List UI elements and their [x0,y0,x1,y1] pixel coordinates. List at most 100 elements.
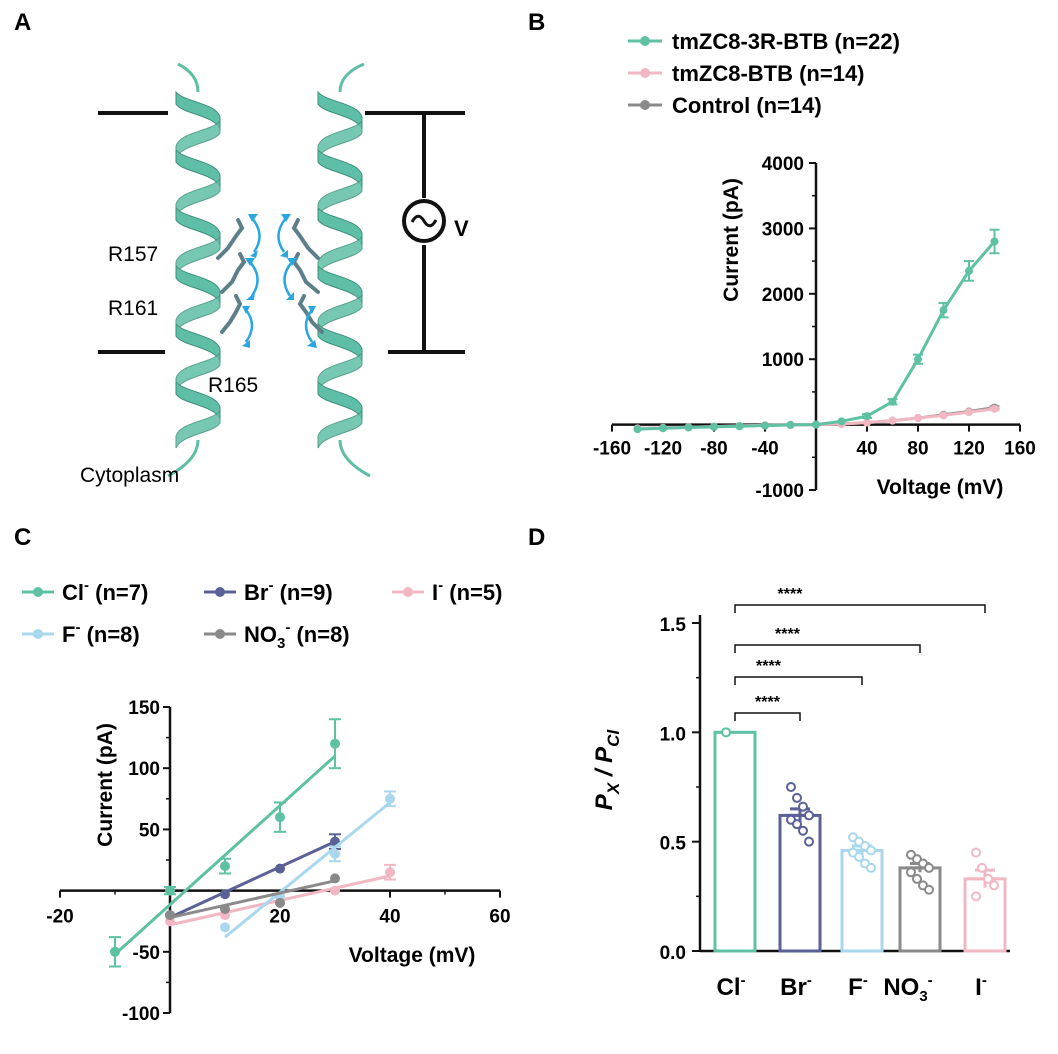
helix-tail [338,62,365,93]
data-point [792,792,802,803]
significance-label: **** [775,626,801,643]
data-point [939,306,948,315]
category-label-1-sup: - [807,972,812,989]
x-axis-label: Voltage (mV) [349,944,476,967]
legend-label-3: F- (n=8) [62,619,140,647]
data-point [965,266,973,275]
data-point [804,810,814,821]
category-label-4-base: I [975,974,982,1001]
x-axis-label: Voltage (mV) [877,476,1004,499]
legend-swatch-marker [215,629,225,639]
data-point [914,355,922,364]
data-point [110,946,120,957]
residue-label-r161: R161 [108,297,158,320]
data-point [633,425,642,434]
y-axis-label-sub1: X [604,781,623,795]
data-point [684,423,693,432]
y-tick-label: -1000 [755,481,804,502]
data-point [924,862,934,873]
data-point [735,422,744,431]
x-tick-label: 40 [856,439,877,460]
category-label-4: I- [975,972,987,1001]
x-tick-label: -120 [644,439,682,460]
legend-label-1-sup: - [268,577,273,594]
fit-line-1 [169,840,336,919]
arginine-side-chains-icon [216,218,324,334]
right-helix-icon [317,62,371,478]
data-point [983,873,993,884]
x-tick-label: 80 [907,439,928,460]
x-tick-label: -80 [700,439,727,460]
category-label-0-sup: - [741,972,746,989]
data-point [924,884,934,895]
x-tick-label: 20 [269,907,290,928]
helix-turn [175,322,221,362]
legend-label-2: I- (n=5) [432,577,502,605]
helix-turn [317,235,363,275]
panel-letter-a: A [14,9,31,36]
y-tick-label: 1.0 [660,724,686,745]
y-axis-label-sub2: Cl [604,729,623,747]
category-label-2: F- [848,972,868,1001]
category-label-0-base: Cl [717,974,741,1001]
y-axis-label: PX / PCl [591,729,623,811]
legend-label-4: NO3- (n=8) [244,619,350,652]
legend-label-3-sup: - [75,619,80,636]
data-point [786,420,795,429]
legend-swatch-marker [215,587,225,597]
helix-turn [175,206,221,246]
data-point [275,812,285,823]
helix-turn [317,177,363,217]
panel-a-channel-diagram: V [80,62,469,487]
data-point [330,848,340,859]
data-point [220,861,230,872]
data-point [906,867,916,878]
category-label-3: NO3- [883,972,932,1005]
y-tick-label: 3000 [762,219,804,240]
legend-label-4-sub: 3 [277,635,285,652]
legend-swatch-marker [33,629,43,639]
data-point [220,903,230,914]
data-point [721,727,731,738]
data-point [792,819,802,830]
significance-label: **** [778,586,804,603]
legend-label-4-count: (n=8) [290,622,349,647]
data-point [165,885,175,896]
data-point [965,408,973,417]
bar-0 [713,730,757,953]
legend-label-0: Cl- (n=7) [62,577,148,605]
voltage-symbol: V [454,216,469,241]
y-axis-label: Current (pA) [94,723,117,847]
residue-label-r165: R165 [208,374,258,397]
data-point [220,889,230,900]
helix-turn [317,90,363,130]
category-label-3-base: NO [883,974,919,1001]
category-label-2-sup: - [863,972,868,989]
x-tick-label: 120 [953,439,985,460]
helix-turn [175,148,221,188]
helix-turn [175,235,221,275]
y-tick-label: 100 [128,759,160,780]
helix-turn [317,148,363,188]
data-point [863,418,871,427]
data-point [990,237,999,246]
legend-label-0-count: (n=7) [89,580,148,605]
significance-bracket [734,712,801,721]
fit-line-3 [224,801,391,939]
helix-turn [175,177,221,217]
helix-turn [317,293,363,333]
data-point [275,863,285,874]
data-point [786,782,796,792]
y-tick-label: 1000 [762,350,804,371]
panel-c-iv-anion-chart: -20 20 40 60 -100 -50 50 100 150 Voltage (mV) Curr… [22,577,511,1025]
helix-turn [317,380,363,420]
data-point [330,873,340,884]
legend-label-1: Br- (n=9) [244,577,333,605]
legend-label-3-count: (n=8) [80,622,139,647]
helix-turn [317,351,363,391]
legend-swatch-marker [640,68,650,78]
x-tick-label: 40 [379,907,400,928]
helix-tail [177,62,200,93]
